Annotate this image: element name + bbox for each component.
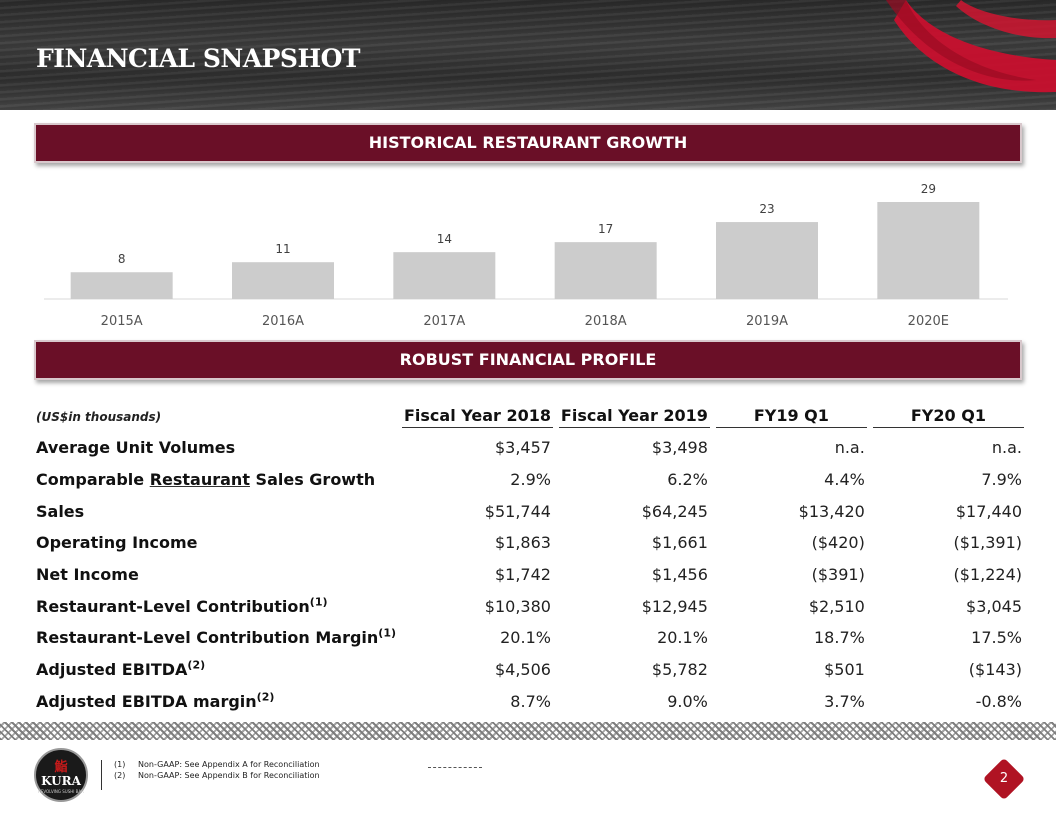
row-label: Adjusted EBITDA margin(2) [36,690,275,711]
footnote: (1) Non-GAAP: See Appendix A for Reconcil… [114,760,320,769]
table-cell: $4,506 [494,660,551,680]
table-cell: $3,045 [966,596,1022,616]
footer-divider [101,760,102,790]
table-cell: n.a. [834,438,865,458]
table-cell: $51,744 [484,501,551,521]
bar-2017A [393,252,496,299]
table-cell: $12,945 [641,596,708,616]
data-label-2020E: 29 [921,182,936,196]
footnotes: (1) Non-GAAP: See Appendix A for Reconcil… [114,759,320,781]
table-row: Operating Income $1,863 $1,661 ($420) ($… [34,527,1024,559]
table-row: Sales $51,744 $64,245 $13,420 $17,440 [34,495,1024,527]
row-label: Operating Income [36,533,198,553]
table-row: Net Income $1,742 $1,456 ($391) ($1,224) [34,559,1024,591]
table-cell: 17.5% [971,628,1022,648]
bar-2020E [877,202,980,299]
table-cell: ($420) [811,533,865,553]
table-row: Restaurant-Level Contribution(1) $10,380… [34,590,1024,622]
table-cell: ($391) [811,565,865,585]
table-cell: $13,420 [798,501,865,521]
row-label: Comparable Restaurant Sales Growth [36,470,376,490]
table-cell: 18.7% [814,628,865,648]
table-cell: 20.1% [500,628,551,648]
data-label-2019A: 23 [759,202,774,216]
table-cell: $5,782 [651,660,708,680]
table-row: Restaurant-Level Contribution Margin(1) … [34,622,1024,654]
restaurant-growth-chart: 8 2015A 11 2016A 14 2017A 17 2018A 23 2019A 29 2020… [34,172,1022,332]
x-tick-label-2019A: 2019A [746,314,788,329]
x-tick-label-2017A: 2017A [423,314,465,329]
row-label: Net Income [36,565,139,585]
row-label: Average Unit Volumes [36,438,236,458]
table-cell: $3,498 [651,438,708,458]
row-label: Restaurant-Level Contribution(1) [36,595,328,616]
table-row: Adjusted EBITDA(2) $4,506 $5,782 $501 ($… [34,654,1024,686]
x-tick-label-2018A: 2018A [585,314,627,329]
table-cell: ($1,224) [953,565,1022,585]
historical-growth-banner: HISTORICAL RESTAURANT GROWTH [34,123,1022,163]
table-cell: 2.9% [510,470,551,490]
row-label: Sales [36,501,85,521]
table-cell: $3,457 [494,438,551,458]
page-title: FINANCIAL SNAPSHOT [36,44,360,73]
table-cell: $1,456 [651,565,708,585]
kura-logo: 鮨 KURA REVOLVING SUSHI BAR [34,748,88,802]
bar-2015A [70,272,173,299]
table-cell: 6.2% [667,470,708,490]
page-number: 2 [999,771,1009,786]
header-band: FINANCIAL SNAPSHOT [0,0,1056,110]
data-label-2015A: 8 [118,252,126,266]
table-cell: $1,863 [494,533,551,553]
column-header: Fiscal Year 2019 [558,406,710,428]
table-cell: $1,661 [651,533,708,553]
units-note: (US$in thousands) [36,410,162,424]
table-row: Adjusted EBITDA margin(2) 8.7% 9.0% 3.7%… [34,686,1024,718]
financial-profile-table: (US$in thousands) Fiscal Year 2018 Fisca… [34,404,1024,717]
footnote-ref: (1) [378,627,397,641]
x-tick-label-2020E: 2020E [908,314,949,329]
table-cell: $1,742 [494,565,551,585]
table-cell: $17,440 [955,501,1022,521]
row-label: Restaurant-Level Contribution Margin(1) [36,627,397,648]
x-tick-label-2015A: 2015A [101,314,143,329]
footnote-ref: (1) [309,595,328,609]
bar-2019A [716,222,818,299]
column-header: Fiscal Year 2018 [402,406,553,428]
table-cell: $2,510 [808,596,865,616]
column-header: FY19 Q1 [715,406,867,428]
table-cell: $501 [824,660,865,680]
dashed-rule [428,767,482,769]
red-brush-stroke-graphic [886,0,1056,93]
data-label-2016A: 11 [275,242,290,256]
table-row: Comparable Restaurant Sales Growth 2.9% … [34,464,1024,496]
footnote: (2) Non-GAAP: See Appendix B for Reconcil… [114,771,320,780]
data-label-2017A: 14 [437,232,452,246]
table-cell: -0.8% [975,691,1022,711]
column-header: FY20 Q1 [872,406,1024,428]
bar-2016A [232,262,334,299]
data-label-2018A: 17 [598,222,613,236]
table-cell: 7.9% [981,470,1022,490]
financial-profile-banner: ROBUST FINANCIAL PROFILE [34,340,1022,380]
x-tick-label-2016A: 2016A [262,314,304,329]
table-cell: 9.0% [667,691,708,711]
table-cell: ($143) [968,660,1022,680]
table-cell: 4.4% [824,470,865,490]
table-cell: 3.7% [824,691,865,711]
table-row: Average Unit Volumes $3,457 $3,498 n.a. … [34,432,1024,464]
footnote-ref: (2) [187,658,206,672]
table-cell: n.a. [991,438,1022,458]
footer: 鮨 KURA REVOLVING SUSHI BAR (1) Non-GAAP: … [0,740,1056,816]
decorative-divider [0,722,1056,740]
table-cell: ($1,391) [953,533,1022,553]
table-cell: $64,245 [641,501,708,521]
row-label: Adjusted EBITDA(2) [36,658,206,680]
table-cell: $10,380 [484,596,551,616]
table-cell: 20.1% [657,628,708,648]
bar-2018A [554,242,657,299]
footnote-ref: (2) [256,690,275,704]
table-cell: 8.7% [510,691,551,711]
